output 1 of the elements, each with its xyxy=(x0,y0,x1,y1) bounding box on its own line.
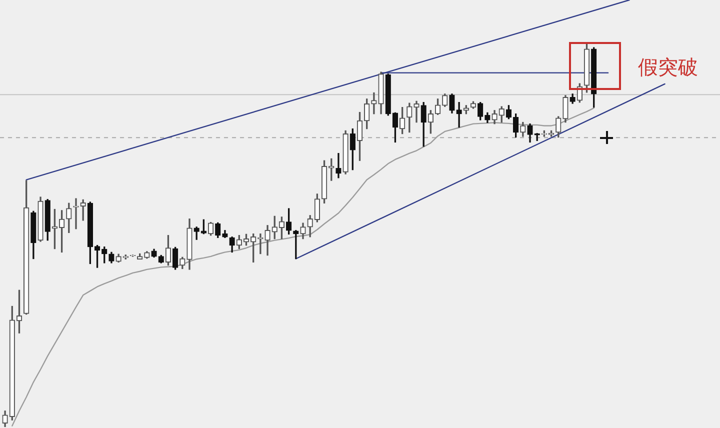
annotation: 假突破 xyxy=(638,54,698,81)
